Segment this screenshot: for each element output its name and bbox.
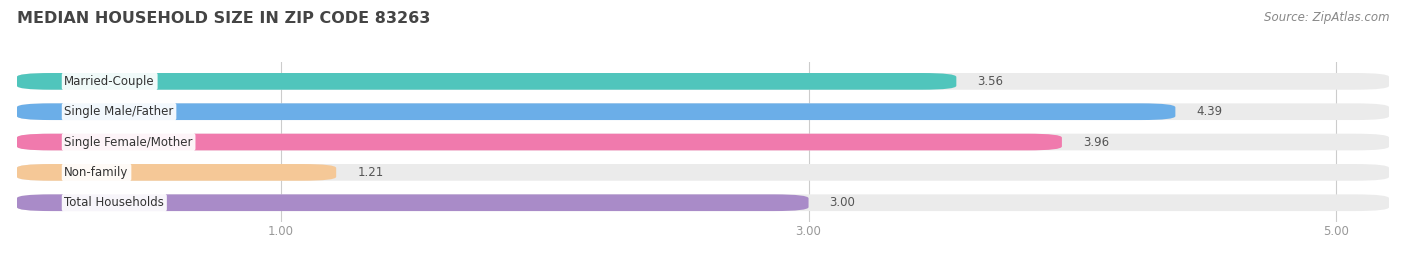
Text: Married-Couple: Married-Couple: [65, 75, 155, 88]
FancyBboxPatch shape: [17, 194, 808, 211]
Text: MEDIAN HOUSEHOLD SIZE IN ZIP CODE 83263: MEDIAN HOUSEHOLD SIZE IN ZIP CODE 83263: [17, 11, 430, 26]
Text: Source: ZipAtlas.com: Source: ZipAtlas.com: [1264, 11, 1389, 24]
FancyBboxPatch shape: [17, 134, 1389, 150]
FancyBboxPatch shape: [17, 164, 336, 181]
FancyBboxPatch shape: [17, 103, 1389, 120]
Text: 3.56: 3.56: [977, 75, 1004, 88]
Text: 1.21: 1.21: [357, 166, 384, 179]
Text: Total Households: Total Households: [65, 196, 165, 209]
FancyBboxPatch shape: [17, 73, 956, 90]
Text: 4.39: 4.39: [1197, 105, 1223, 118]
FancyBboxPatch shape: [17, 194, 1389, 211]
FancyBboxPatch shape: [17, 164, 1389, 181]
Text: Single Male/Father: Single Male/Father: [65, 105, 174, 118]
FancyBboxPatch shape: [17, 73, 1389, 90]
Text: Non-family: Non-family: [65, 166, 129, 179]
Text: 3.96: 3.96: [1083, 136, 1109, 148]
Text: Single Female/Mother: Single Female/Mother: [65, 136, 193, 148]
Text: 3.00: 3.00: [830, 196, 855, 209]
FancyBboxPatch shape: [17, 134, 1062, 150]
FancyBboxPatch shape: [17, 103, 1175, 120]
